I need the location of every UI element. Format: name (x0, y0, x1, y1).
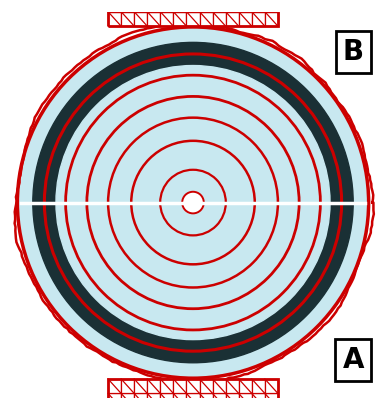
Bar (173, 0, 186, 12)
Bar (121, 12, 134, 26)
Bar (213, 12, 226, 26)
Bar (173, 393, 186, 408)
Circle shape (17, 27, 369, 378)
Bar (186, 379, 200, 393)
Bar (226, 12, 239, 26)
Bar (200, 12, 213, 26)
Bar (265, 379, 278, 393)
Text: B: B (343, 38, 364, 66)
Bar (160, 12, 173, 26)
Bar (108, 0, 278, 26)
Circle shape (118, 127, 268, 278)
Bar (213, 379, 226, 393)
Bar (226, 0, 239, 12)
Bar (239, 393, 252, 408)
Bar (200, 393, 213, 408)
Bar (200, 0, 213, 12)
Bar (173, 12, 186, 26)
Bar (239, 0, 252, 12)
Bar (108, 379, 121, 393)
Bar (160, 393, 173, 408)
Bar (121, 0, 134, 12)
Circle shape (33, 43, 353, 363)
Bar (200, 379, 213, 393)
Bar (173, 379, 186, 393)
Bar (213, 0, 226, 12)
Circle shape (182, 192, 204, 213)
Bar (147, 393, 160, 408)
Bar (265, 12, 278, 26)
Bar (186, 0, 200, 12)
Bar (252, 0, 265, 12)
Bar (213, 393, 226, 408)
Text: A: A (342, 346, 364, 374)
Bar (108, 393, 121, 408)
Bar (160, 379, 173, 393)
Bar (147, 12, 160, 26)
Bar (265, 393, 278, 408)
Bar (252, 379, 265, 393)
Bar (108, 12, 121, 26)
Bar (226, 379, 239, 393)
Bar (186, 12, 200, 26)
Bar (252, 393, 265, 408)
Bar (121, 393, 134, 408)
Circle shape (183, 193, 203, 212)
Bar (239, 12, 252, 26)
Circle shape (56, 65, 330, 339)
Bar (134, 379, 147, 393)
Bar (239, 379, 252, 393)
Bar (186, 393, 200, 408)
Bar (121, 379, 134, 393)
Bar (134, 0, 147, 12)
Bar (147, 379, 160, 393)
Bar (226, 393, 239, 408)
Bar (108, 379, 278, 408)
Bar (147, 0, 160, 12)
Bar (265, 0, 278, 12)
Circle shape (160, 170, 226, 236)
Bar (108, 0, 121, 12)
Bar (134, 393, 147, 408)
Bar (134, 12, 147, 26)
Circle shape (141, 151, 245, 255)
Circle shape (75, 85, 311, 320)
Bar (160, 0, 173, 12)
Bar (252, 12, 265, 26)
Circle shape (98, 108, 288, 297)
